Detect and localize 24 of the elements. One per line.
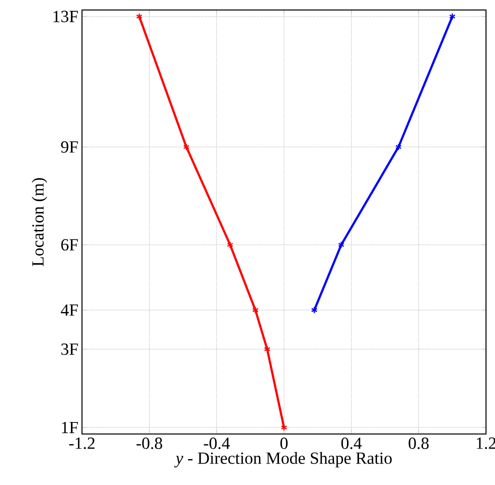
point — [226, 241, 234, 248]
x-tick-label: 0.8 — [408, 438, 429, 450]
point — [252, 306, 259, 314]
point — [395, 143, 402, 151]
y-axis-title: Location (m) — [32, 178, 48, 266]
y-tick-label: 6F — [61, 239, 78, 251]
x-tick-label: -1.2 — [69, 438, 95, 450]
point — [264, 346, 270, 353]
y-tick-label: 4F — [60, 304, 78, 316]
x-tick-label: 0.4 — [341, 438, 362, 450]
point — [183, 143, 190, 151]
y-tick-label: 1F — [62, 422, 78, 434]
point — [311, 306, 318, 314]
y-tick-label: 3F — [61, 343, 78, 355]
x-tick-label: 0 — [280, 438, 288, 450]
point — [449, 12, 456, 20]
point — [136, 12, 142, 20]
x-tick-label: -0.8 — [136, 438, 162, 450]
point — [280, 424, 288, 432]
x-axis-title: y - Direction Mode Shape Ratio — [174, 452, 392, 468]
point — [338, 241, 344, 248]
y-tick-label: 9F — [61, 141, 78, 153]
x-tick-label: -0.4 — [204, 438, 230, 450]
y-tick-label: 13F — [54, 10, 78, 22]
